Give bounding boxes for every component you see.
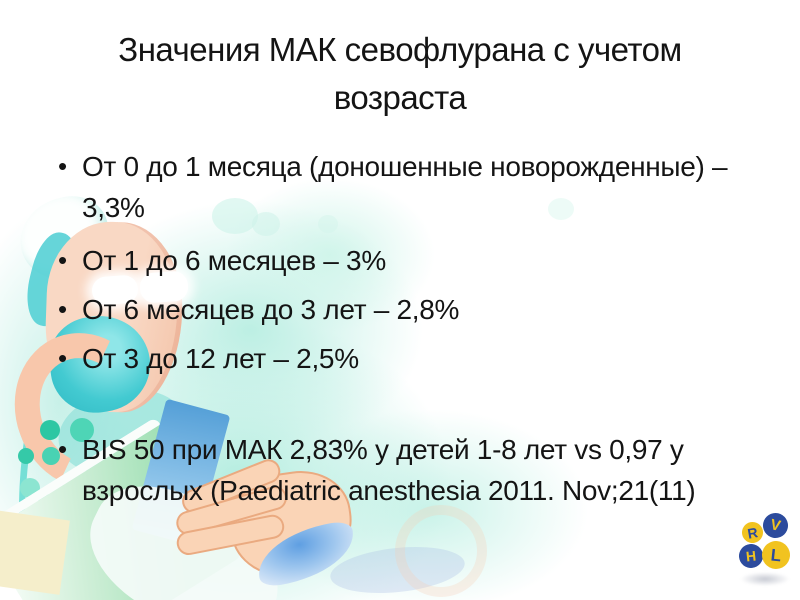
logo-circle-l: L bbox=[760, 539, 792, 571]
bullet-item: • От 0 до 1 месяца (доношенные новорожде… bbox=[58, 146, 730, 228]
logo-reflection bbox=[740, 572, 790, 586]
bullet-list: • От 0 до 1 месяца (доношенные новорожде… bbox=[58, 146, 730, 519]
bullet-text: От 3 до 12 лет – 2,5% bbox=[82, 343, 359, 374]
mint-bubble bbox=[548, 198, 574, 220]
bullet-marker: • bbox=[58, 151, 67, 181]
teal-dot bbox=[70, 418, 94, 442]
mint-bubble bbox=[212, 198, 258, 234]
logo-circle-r: R bbox=[740, 520, 765, 545]
faint-peach-ring bbox=[395, 505, 487, 597]
bullet-item: • От 6 месяцев до 3 лет – 2,8% bbox=[58, 289, 730, 330]
logo: R V H L bbox=[730, 510, 796, 596]
bullet-text: От 6 месяцев до 3 лет – 2,8% bbox=[82, 294, 460, 325]
bullet-marker: • bbox=[58, 245, 67, 275]
bullet-marker: • bbox=[58, 434, 67, 464]
teal-dot bbox=[42, 447, 60, 465]
mint-bubble bbox=[252, 212, 280, 236]
bullet-text: От 0 до 1 месяца (доношенные новорожденн… bbox=[82, 151, 728, 223]
bullet-marker: • bbox=[58, 294, 67, 324]
bullet-text: От 1 до 6 месяцев – 3% bbox=[82, 245, 386, 276]
bullet-item-reference: • BIS 50 при МАК 2,83% у детей 1-8 лет v… bbox=[58, 429, 730, 511]
bullet-item: • От 3 до 12 лет – 2,5% bbox=[58, 338, 730, 379]
yellow-square-shape bbox=[0, 510, 70, 595]
bullet-item: • От 1 до 6 месяцев – 3% bbox=[58, 240, 730, 281]
bullet-marker: • bbox=[58, 343, 67, 373]
logo-circle-h: H bbox=[737, 542, 765, 570]
mint-bubble bbox=[318, 215, 338, 233]
slide-title: Значения МАК севофлурана с учетом возрас… bbox=[118, 31, 682, 116]
teal-dot bbox=[40, 420, 60, 440]
teal-dot bbox=[18, 448, 34, 464]
bullet-text: BIS 50 при МАК 2,83% у детей 1-8 лет vs … bbox=[82, 434, 696, 506]
logo-circle-v: V bbox=[760, 510, 791, 541]
